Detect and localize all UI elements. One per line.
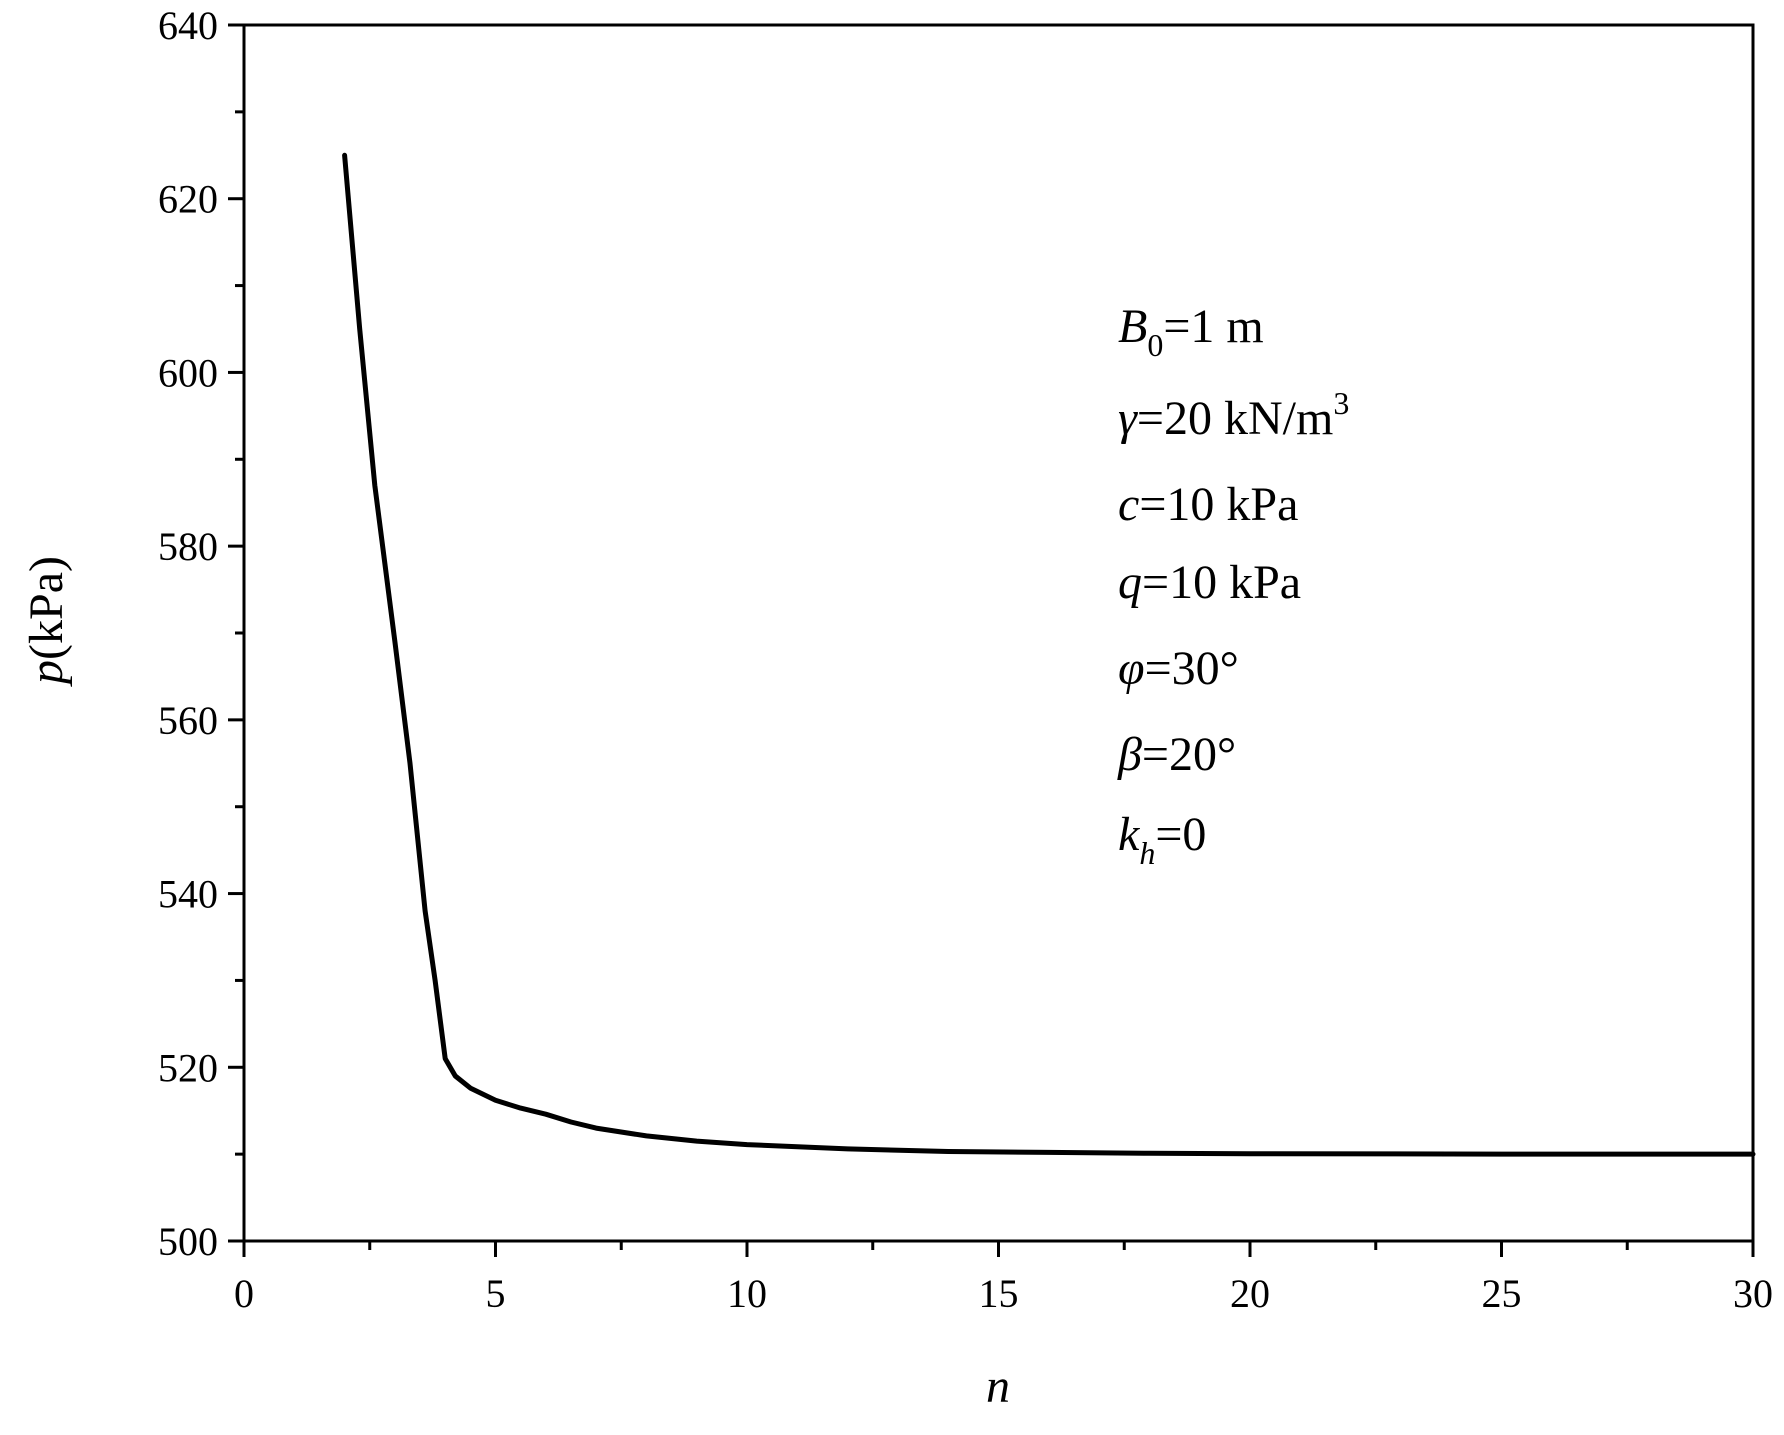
parameter-annotation: kh=0 xyxy=(1118,808,1206,871)
annotation-value: =10 kPa xyxy=(1142,556,1301,609)
x-tick-label: 10 xyxy=(727,1271,767,1316)
y-tick-label: 560 xyxy=(158,698,218,743)
annotation-value: =20 kN/m xyxy=(1137,392,1333,445)
annotation-symbol: c xyxy=(1118,478,1139,531)
parameter-annotation: c=10 kPa xyxy=(1118,478,1298,531)
plot-frame xyxy=(242,23,1755,1243)
parameter-annotation: q=10 kPa xyxy=(1118,556,1301,609)
annotation-value: =0 xyxy=(1155,808,1206,861)
y-tick-label: 540 xyxy=(158,872,218,917)
x-axis: 0 5 10 15 20 25 30 xyxy=(234,1241,1773,1316)
annotation-symbol: φ xyxy=(1118,642,1145,695)
parameter-annotation: β=20° xyxy=(1117,728,1236,781)
y-axis-title: p(kPa) xyxy=(20,556,73,687)
series-line xyxy=(342,152,1756,1157)
x-tick-label: 25 xyxy=(1482,1271,1522,1316)
x-tick-label: 30 xyxy=(1733,1271,1773,1316)
annotation-value: =20° xyxy=(1142,728,1236,781)
annotation-symbol: k xyxy=(1118,808,1141,861)
annotation-symbol: q xyxy=(1118,556,1142,609)
annotation-symbol: B xyxy=(1118,300,1147,353)
y-axis: 500 520 540 560 580 600 620 640 xyxy=(158,3,244,1264)
annotation-subscript: 0 xyxy=(1147,327,1163,363)
y-tick-label: 620 xyxy=(158,177,218,222)
x-tick-label: 15 xyxy=(979,1271,1019,1316)
parameter-annotation: γ=20 kN/m3 xyxy=(1118,385,1349,445)
annotation-symbol: γ xyxy=(1118,392,1138,445)
annotation-superscript: 3 xyxy=(1333,385,1349,421)
annotation-value: =10 kPa xyxy=(1139,478,1298,531)
y-axis-title-unit: (kPa) xyxy=(20,556,73,660)
y-tick-label: 500 xyxy=(158,1219,218,1264)
annotation-subscript: h xyxy=(1139,835,1155,871)
y-axis-title-symbol: p xyxy=(20,660,73,687)
x-axis-title: n xyxy=(986,1360,1010,1413)
series-layer xyxy=(342,152,1756,1157)
parameter-annotation: φ=30° xyxy=(1118,642,1239,695)
x-tick-label: 20 xyxy=(1230,1271,1270,1316)
y-tick-label: 580 xyxy=(158,524,218,569)
y-tick-label: 600 xyxy=(158,350,218,395)
y-tick-label: 640 xyxy=(158,3,218,48)
x-tick-label: 0 xyxy=(234,1271,254,1316)
parameter-annotation: B0=1 m xyxy=(1118,300,1264,363)
y-tick-label: 520 xyxy=(158,1045,218,1090)
x-tick-label: 5 xyxy=(486,1271,506,1316)
annotation-value: =30° xyxy=(1145,642,1239,695)
annotation-value: =1 m xyxy=(1163,300,1263,353)
annotation-symbol: β xyxy=(1117,728,1142,781)
